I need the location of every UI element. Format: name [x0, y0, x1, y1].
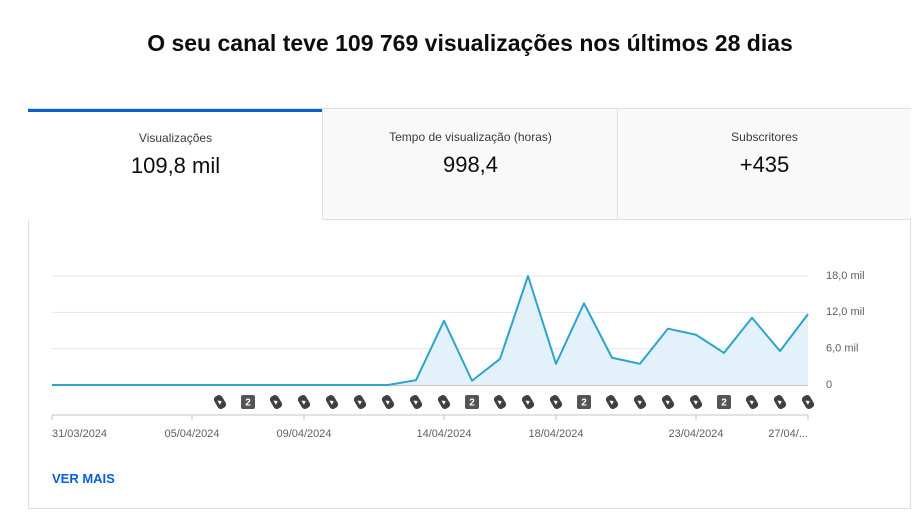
- short-icon: [437, 394, 451, 410]
- short-icon-play: [665, 400, 670, 405]
- short-icon: [381, 394, 395, 410]
- short-icon: [745, 394, 759, 410]
- short-icon-play: [217, 400, 222, 405]
- short-icon: [689, 394, 703, 410]
- x-tick-label: 31/03/2024: [52, 428, 107, 440]
- short-icon: [325, 394, 339, 410]
- upload-badge-label: 2: [245, 398, 251, 409]
- x-tick-label: 09/04/2024: [276, 428, 331, 440]
- upload-badge: [241, 395, 255, 409]
- short-icon: [297, 394, 311, 410]
- short-icon-play: [413, 400, 418, 405]
- short-icon: [633, 394, 647, 410]
- short-icon: [409, 394, 423, 410]
- x-tick-label: 18/04/2024: [528, 428, 583, 440]
- tab[interactable]: Visualizações 109,8 mil: [28, 109, 323, 220]
- short-icon: [213, 394, 227, 410]
- upload-badge: [465, 395, 479, 409]
- tab-label: Tempo de visualização (horas): [389, 130, 552, 144]
- see-more-link[interactable]: VER MAIS: [52, 471, 115, 486]
- x-tick-label: 23/04/2024: [668, 428, 723, 440]
- tab-value: 998,4: [442, 152, 499, 177]
- short-icon-play: [693, 400, 698, 405]
- short-icon-play: [357, 400, 362, 405]
- short-icon-play: [805, 400, 810, 405]
- area-fill: [52, 276, 808, 385]
- short-icon-play: [553, 400, 558, 405]
- tab[interactable]: Subscritores +435: [617, 109, 911, 220]
- short-icon-play: [329, 400, 334, 405]
- short-icon-play: [525, 400, 530, 405]
- x-tick-label: 05/04/2024: [164, 428, 219, 440]
- page-title: O seu canal teve 109 769 visualizações n…: [147, 30, 793, 56]
- short-icon-play: [301, 400, 306, 405]
- y-tick-label: 0: [826, 379, 832, 391]
- tab[interactable]: Tempo de visualização (horas) 998,4: [322, 109, 618, 220]
- short-icon: [773, 394, 787, 410]
- short-icon-play: [637, 400, 642, 405]
- y-tick-label: 12,0 mil: [826, 306, 865, 318]
- x-tick-label: 27/04/...: [768, 428, 808, 440]
- short-icon-play: [609, 400, 614, 405]
- short-icon-play: [441, 400, 446, 405]
- y-tick-label: 6,0 mil: [826, 343, 858, 355]
- short-icon-play: [497, 400, 502, 405]
- short-icon-play: [777, 400, 782, 405]
- short-icon: [353, 394, 367, 410]
- tab-label: Visualizações: [138, 131, 213, 145]
- x-tick-label: 14/04/2024: [416, 428, 471, 440]
- short-icon: [801, 394, 815, 410]
- short-icon: [521, 394, 535, 410]
- upload-badge-label: 2: [581, 398, 587, 409]
- y-tick-label: 18,0 mil: [826, 270, 865, 282]
- tab-value: 109,8 mil: [130, 153, 221, 178]
- analytics-card: Visualizações 109,8 mil Tempo de visuali…: [28, 108, 911, 509]
- short-icon-play: [273, 400, 278, 405]
- short-icon: [269, 394, 283, 410]
- short-icon: [493, 394, 507, 410]
- upload-badge-label: 2: [721, 398, 727, 409]
- upload-badge-label: 2: [469, 398, 475, 409]
- short-icon-play: [385, 400, 390, 405]
- short-icon: [549, 394, 563, 410]
- tab-value: +435: [739, 152, 790, 177]
- short-icon: [605, 394, 619, 410]
- tab-label: Subscritores: [731, 130, 798, 144]
- upload-badge: [577, 395, 591, 409]
- upload-badge: [717, 395, 731, 409]
- line: [52, 275, 809, 386]
- short-icon: [661, 394, 675, 410]
- short-icon-play: [749, 400, 754, 405]
